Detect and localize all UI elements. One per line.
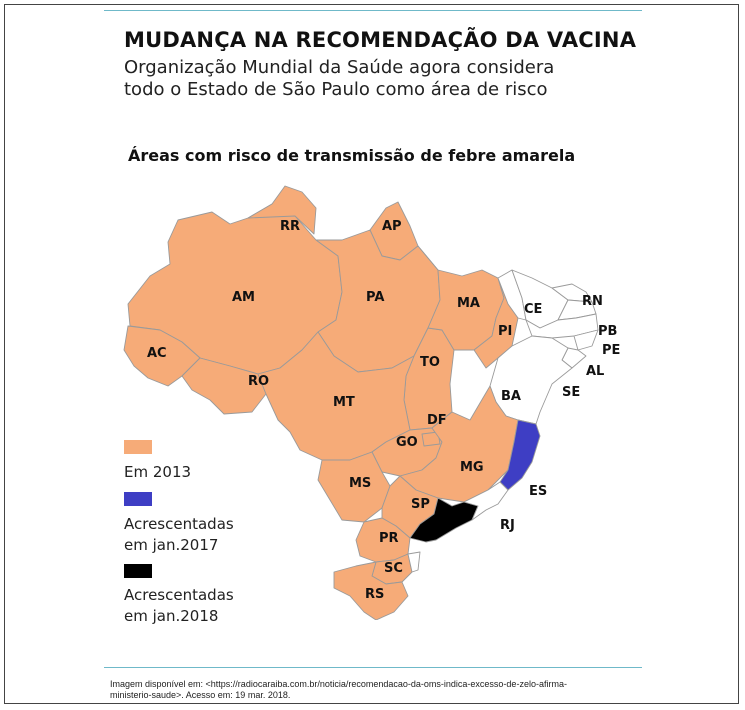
label-SE: SE — [562, 385, 580, 400]
legend-label-2017-line2: em jan.2017 — [124, 536, 219, 554]
label-DF: DF — [427, 413, 447, 428]
label-CE: CE — [524, 302, 542, 317]
label-RS: RS — [365, 587, 384, 602]
label-MG: MG — [460, 460, 484, 475]
source-citation: Imagem disponível em: <https://radiocara… — [110, 679, 650, 701]
source-line-2: ministerio-saude>. Acesso em: 19 mar. 20… — [110, 690, 291, 700]
page-subtitle: Organização Mundial da Saúde agora consi… — [124, 57, 594, 101]
label-RN: RN — [582, 294, 603, 309]
label-BA: BA — [501, 389, 521, 404]
top-rule — [104, 10, 642, 11]
subtitle-line-1: Organização Mundial da Saúde agora consi… — [124, 57, 555, 78]
brazil-map: RR AP AM PA MA PI CE RN PB PE AL SE AC T… — [123, 185, 620, 620]
state-MT — [257, 331, 415, 461]
legend-swatch-2017 — [124, 492, 152, 506]
state-DF — [421, 431, 441, 447]
label-TO: TO — [420, 355, 440, 370]
label-SP: SP — [411, 497, 430, 512]
label-PB: PB — [598, 324, 617, 339]
label-AC: AC — [147, 346, 167, 361]
label-ES: ES — [529, 484, 547, 499]
map-title: Áreas com risco de transmissão de febre … — [128, 146, 576, 165]
figure-frame — [4, 4, 739, 704]
state-labels: RR AP AM PA MA PI CE RN PB PE AL SE AC T… — [147, 219, 620, 602]
label-RO: RO — [248, 374, 269, 389]
label-GO: GO — [396, 435, 418, 450]
state-ES — [499, 419, 541, 491]
state-SC-coast — [407, 551, 421, 573]
label-RR: RR — [280, 219, 300, 234]
bottom-rule — [104, 667, 642, 668]
legend-label-2017-line1: Acrescentadas — [124, 515, 234, 533]
subtitle-line-2: todo o Estado de São Paulo como área de … — [124, 79, 548, 100]
page-title: MUDANÇA NA RECOMENDAÇÃO DA VACINA — [124, 28, 637, 52]
label-PA: PA — [366, 290, 384, 305]
legend-label-2013: Em 2013 — [124, 463, 192, 481]
label-MA: MA — [457, 296, 480, 311]
label-MS: MS — [349, 476, 371, 491]
label-MT: MT — [333, 395, 355, 410]
state-AL — [573, 329, 599, 351]
label-AM: AM — [232, 290, 255, 305]
label-PR: PR — [379, 531, 399, 546]
state-RO — [181, 357, 267, 415]
state-RN — [551, 283, 593, 303]
label-PE: PE — [602, 343, 620, 358]
source-line-1: Imagem disponível em: <https://radiocara… — [110, 679, 567, 689]
label-AL: AL — [586, 364, 604, 379]
legend-swatch-2018 — [124, 564, 152, 578]
state-AC — [123, 325, 201, 387]
legend-label-2018-line2: em jan.2018 — [124, 607, 219, 625]
state-RS — [333, 561, 409, 620]
label-PI: PI — [498, 324, 512, 339]
label-SC: SC — [384, 561, 403, 576]
legend-label-2018-line1: Acrescentadas — [124, 586, 234, 604]
state-RR — [247, 185, 317, 235]
label-AP: AP — [382, 219, 402, 234]
legend-swatch-2013 — [124, 440, 152, 454]
state-RJ — [463, 481, 509, 521]
label-RJ: RJ — [500, 518, 515, 533]
